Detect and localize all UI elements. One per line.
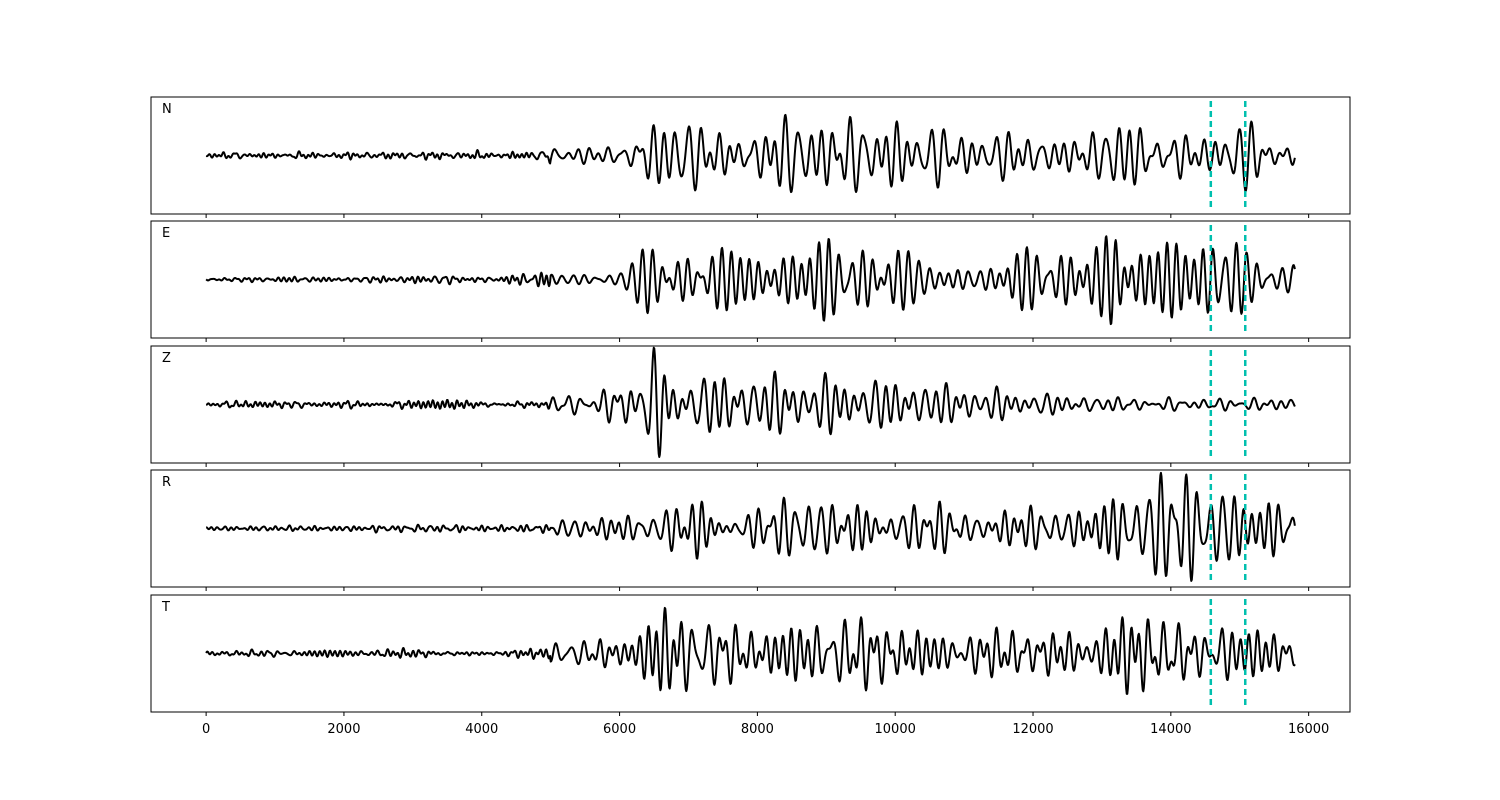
waveform-trace — [205, 346, 1296, 458]
x-tick-label: 6000 — [603, 722, 636, 737]
panel-label-e: E — [162, 226, 170, 241]
panel-label-n: N — [162, 102, 172, 117]
panel-frame — [150, 96, 1351, 215]
x-tick-label: 8000 — [741, 722, 774, 737]
panel-label-z: Z — [162, 351, 171, 366]
panel-frame — [150, 469, 1351, 588]
waveform-trace — [205, 113, 1296, 194]
panel-z: Z — [150, 345, 1351, 467]
waveform-trace — [205, 606, 1296, 695]
waveform-trace — [205, 471, 1296, 582]
x-tick-label: 16000 — [1288, 722, 1329, 737]
panel-label-r: R — [162, 475, 171, 490]
panel-frame — [150, 345, 1351, 464]
x-tick-label: 12000 — [1012, 722, 1053, 737]
panel-n: N — [150, 96, 1351, 218]
waveform-trace — [205, 235, 1296, 326]
panel-frame — [150, 594, 1351, 713]
panel-r: R — [150, 469, 1351, 591]
panel-frame — [150, 220, 1351, 339]
x-tick-label: 2000 — [327, 722, 360, 737]
x-axis: 0 2000 4000 6000 8000 10000 12000 14000 16000 — [202, 722, 1329, 737]
x-tick-label: 4000 — [465, 722, 498, 737]
panel-t: T — [150, 594, 1351, 716]
x-tick-label: 0 — [202, 722, 210, 737]
x-tick-label: 14000 — [1150, 722, 1191, 737]
x-tick-label: 10000 — [875, 722, 916, 737]
panel-e: E — [150, 220, 1351, 342]
panel-label-t: T — [161, 600, 170, 615]
